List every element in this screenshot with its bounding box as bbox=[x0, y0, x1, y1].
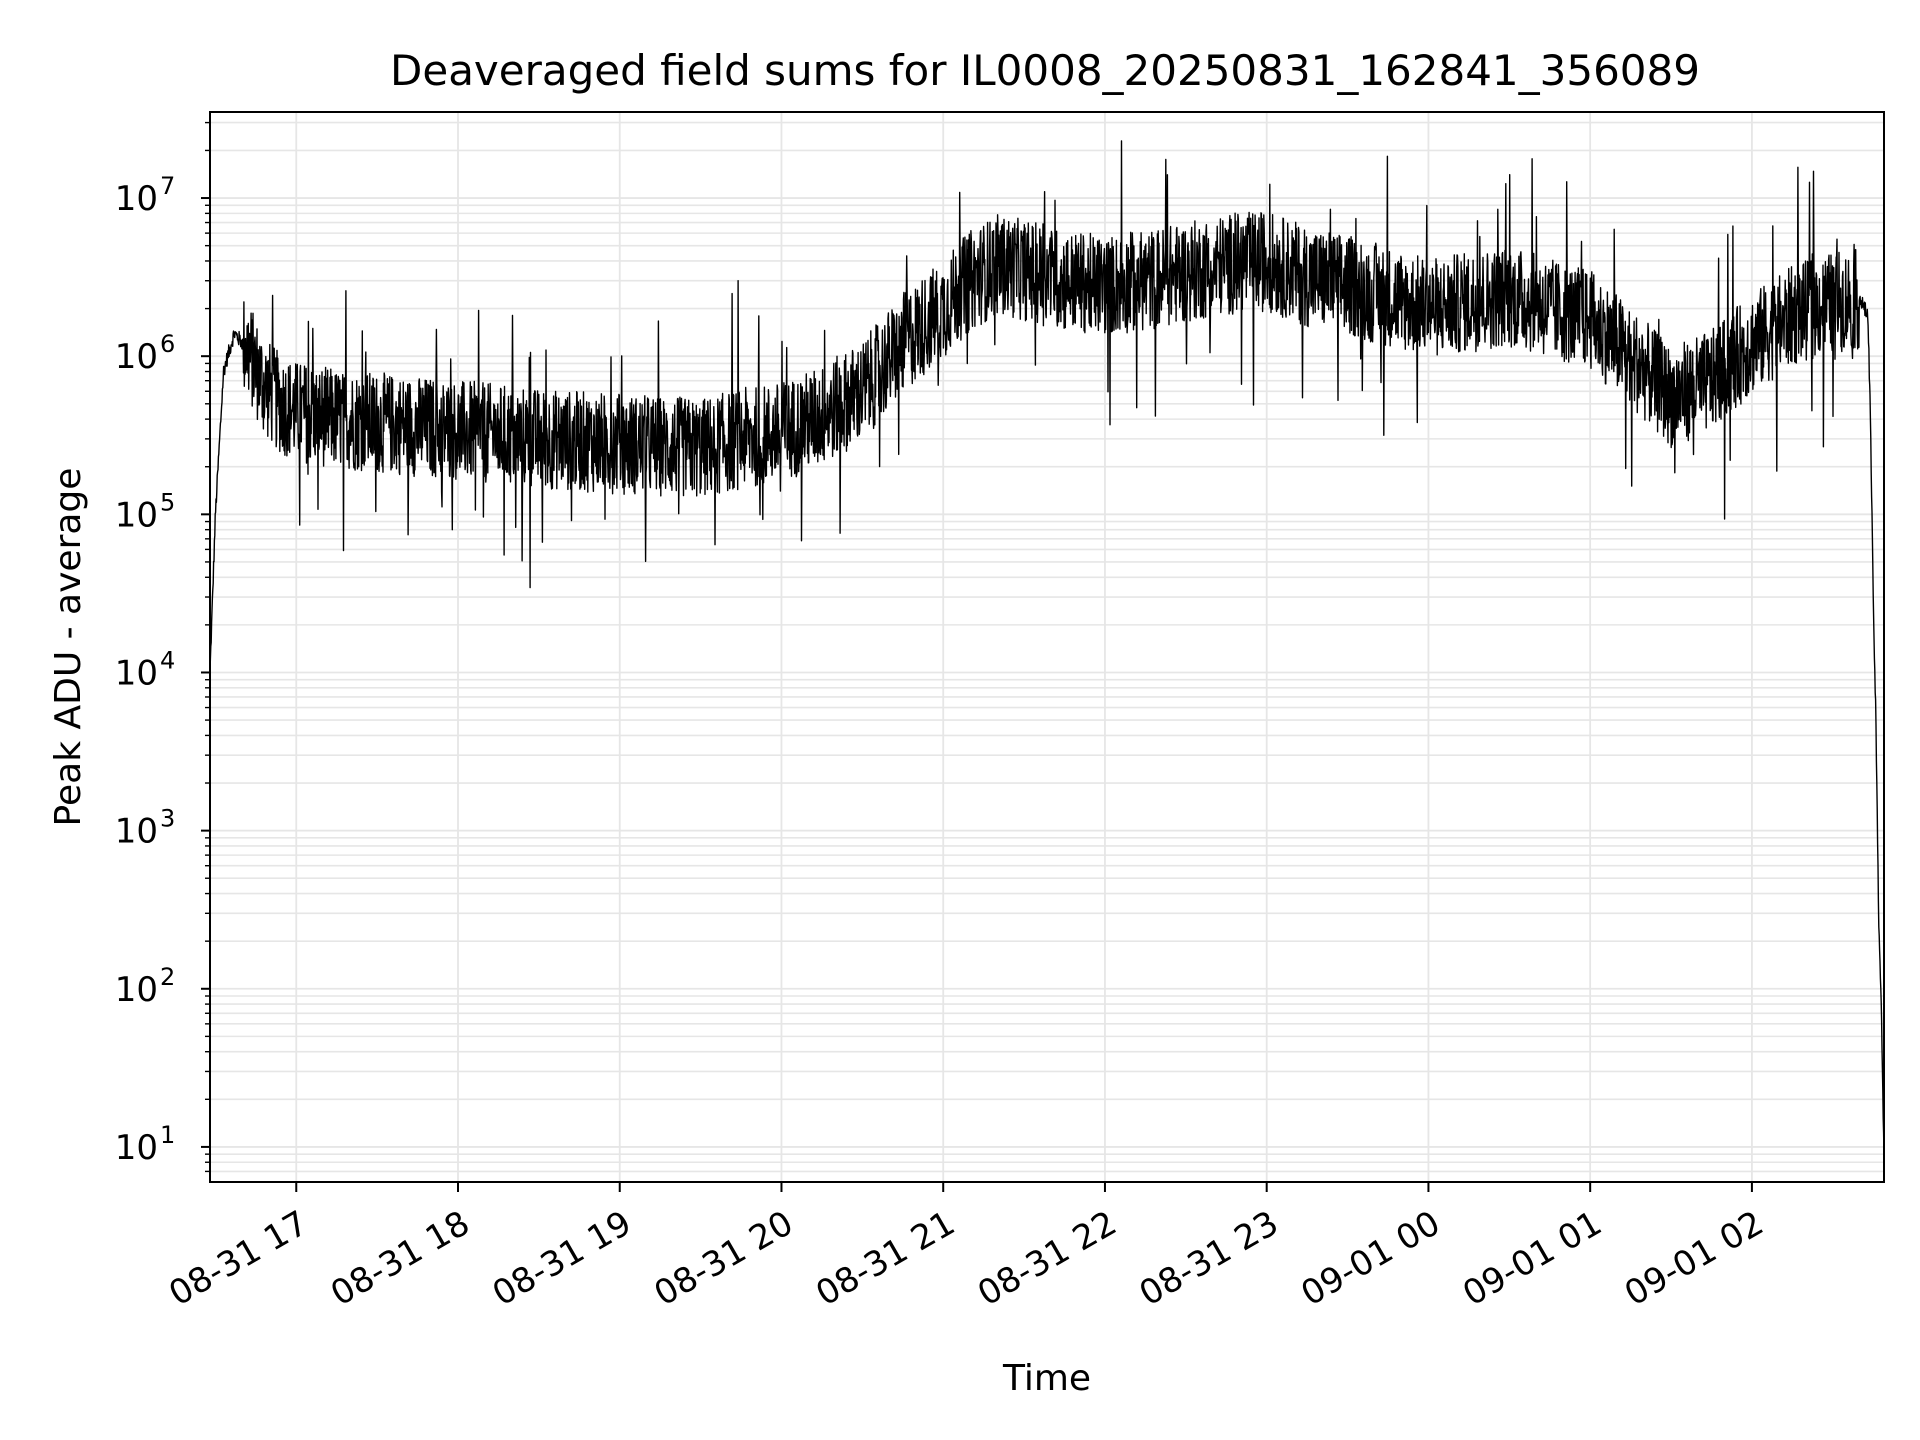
y-axis-label: Peak ADU - average bbox=[48, 468, 89, 827]
y-tick-label: 10 bbox=[115, 495, 158, 535]
x-tick-label: 09-01 01 bbox=[1456, 1203, 1608, 1314]
grid-lines bbox=[210, 112, 1884, 1182]
y-tick-exponent: 6 bbox=[160, 330, 175, 358]
x-tick-label: 08-31 17 bbox=[162, 1203, 314, 1314]
series-line bbox=[210, 140, 1884, 1156]
y-tick-exponent: 5 bbox=[160, 488, 175, 516]
x-tick-label: 08-31 20 bbox=[648, 1203, 800, 1314]
x-tick-label: 08-31 23 bbox=[1133, 1203, 1285, 1314]
y-tick-label: 10 bbox=[115, 812, 158, 852]
y-tick-label: 10 bbox=[115, 653, 158, 693]
x-tick-label: 08-31 19 bbox=[486, 1203, 638, 1314]
x-axis-label: Time bbox=[1002, 1358, 1091, 1399]
y-tick-label: 10 bbox=[115, 970, 158, 1010]
plot-area bbox=[210, 140, 1884, 1156]
y-tick-exponent: 1 bbox=[160, 1121, 175, 1149]
y-tick-exponent: 2 bbox=[160, 963, 175, 991]
y-tick-exponent: 7 bbox=[160, 172, 175, 200]
y-tick-label: 10 bbox=[115, 179, 158, 219]
x-tick-label: 09-01 02 bbox=[1618, 1203, 1770, 1314]
x-tick-label: 08-31 21 bbox=[809, 1203, 961, 1314]
x-tick-label: 09-01 00 bbox=[1295, 1203, 1447, 1314]
x-axis-ticks: 08-31 17 08-31 18 08-31 19 08-31 20 08-31 21… bbox=[162, 1182, 1770, 1314]
y-tick-label: 10 bbox=[115, 1128, 158, 1168]
x-tick-label: 08-31 22 bbox=[971, 1203, 1123, 1314]
x-tick-label: 08-31 18 bbox=[324, 1203, 476, 1314]
chart-title: Deaveraged field sums for IL0008_2025083… bbox=[390, 46, 1700, 95]
y-tick-exponent: 3 bbox=[160, 805, 175, 833]
y-tick-exponent: 4 bbox=[160, 646, 175, 674]
axes-frame bbox=[209, 111, 1885, 1183]
y-tick-label: 10 bbox=[115, 337, 158, 377]
